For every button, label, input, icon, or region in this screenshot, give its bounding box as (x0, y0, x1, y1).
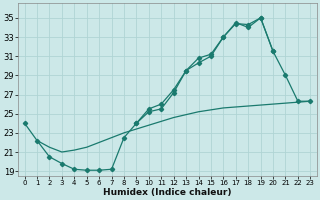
X-axis label: Humidex (Indice chaleur): Humidex (Indice chaleur) (103, 188, 232, 197)
